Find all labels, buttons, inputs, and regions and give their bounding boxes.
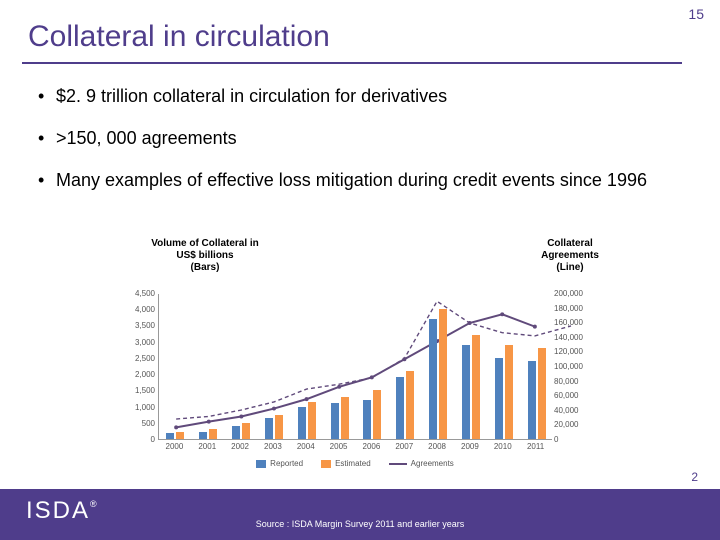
bar-reported — [429, 319, 437, 439]
bar-estimated — [406, 371, 414, 439]
legend-item-agreements: Agreements — [389, 459, 454, 468]
bar-reported — [166, 433, 174, 439]
x-axis: 2000200120022003200420052006200720082009… — [158, 442, 552, 456]
page-number: 15 — [688, 6, 704, 22]
bar-estimated — [538, 348, 546, 439]
source-text: Source : ISDA Margin Survey 2011 and ear… — [0, 519, 720, 529]
legend-label: Agreements — [411, 459, 454, 468]
bullet-item: >150, 000 agreements — [38, 128, 678, 150]
bar-reported — [528, 361, 536, 439]
bar-reported — [462, 345, 470, 439]
bar-reported — [363, 400, 371, 439]
y-axis-right: 200,000180,000160,000140,000120,000100,0… — [554, 290, 600, 440]
chart-caption-right: CollateralAgreements(Line) — [520, 238, 620, 274]
legend-line — [389, 463, 407, 465]
bar-estimated — [439, 309, 447, 439]
inner-page-number: 2 — [691, 470, 698, 484]
bar-reported — [232, 426, 240, 439]
bar-reported — [331, 403, 339, 439]
plot-area — [158, 294, 552, 440]
bar-estimated — [505, 345, 513, 439]
legend: Reported Estimated Agreements — [158, 459, 552, 468]
legend-swatch — [321, 460, 331, 468]
bar-reported — [265, 418, 273, 439]
legend-label: Reported — [270, 459, 303, 468]
bar-estimated — [242, 423, 250, 439]
page-title: Collateral in circulation — [28, 20, 330, 54]
chart-caption-left: Volume of Collateral inUS$ billions(Bars… — [140, 238, 270, 274]
legend-label: Estimated — [335, 459, 371, 468]
bullet-item: $2. 9 trillion collateral in circulation… — [38, 86, 678, 108]
bar-reported — [396, 377, 404, 439]
line-series — [159, 294, 552, 439]
legend-swatch — [256, 460, 266, 468]
bar-estimated — [472, 335, 480, 439]
bullet-item: Many examples of effective loss mitigati… — [38, 170, 678, 192]
legend-item-reported: Reported — [256, 459, 303, 468]
bar-estimated — [275, 415, 283, 439]
y-axis-left: 4,5004,0003,5003,0002,5002,0001,5001,000… — [120, 290, 155, 440]
bar-estimated — [373, 390, 381, 439]
bar-reported — [199, 432, 207, 439]
chart: 4,5004,0003,5003,0002,5002,0001,5001,000… — [120, 292, 600, 472]
bar-estimated — [308, 402, 316, 439]
footer-bar: ISDA® Source : ISDA Margin Survey 2011 a… — [0, 489, 720, 540]
bar-estimated — [176, 432, 184, 439]
bar-estimated — [209, 429, 217, 439]
legend-item-estimated: Estimated — [321, 459, 371, 468]
bullet-list: $2. 9 trillion collateral in circulation… — [38, 86, 678, 212]
title-underline — [22, 62, 682, 64]
bar-reported — [495, 358, 503, 439]
bar-estimated — [341, 397, 349, 439]
bar-reported — [298, 407, 306, 439]
